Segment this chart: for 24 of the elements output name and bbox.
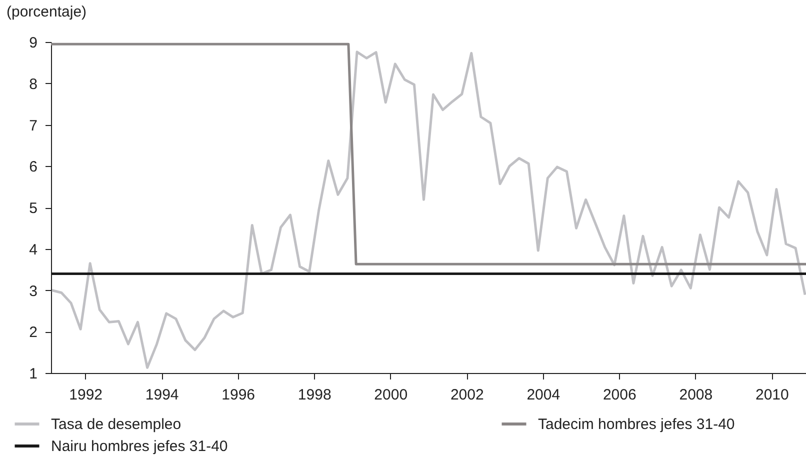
y-tick-label: 6 [29, 158, 38, 176]
x-tick-label: 1998 [298, 386, 332, 404]
legend-label: Nairu hombres jefes 31-40 [51, 438, 228, 455]
x-tick-label: 2010 [755, 386, 789, 404]
legend-label: Tadecim hombres jefes 31-40 [538, 416, 735, 433]
x-tick-label: 2002 [450, 386, 484, 404]
line-series [50, 50, 806, 369]
y-tick-label: 8 [29, 76, 38, 93]
y-tick-label: 7 [29, 117, 38, 134]
x-tick-label: 2004 [526, 386, 560, 404]
y-tick-label: 4 [29, 241, 38, 258]
y-axis-title: (porcentaje) [6, 4, 87, 20]
x-tick-label: 1996 [222, 386, 256, 404]
y-tick-label: 1 [29, 366, 38, 382]
x-tick-label: 1994 [145, 386, 179, 404]
x-tick-label: 1992 [69, 386, 103, 404]
y-tick-label: 5 [29, 200, 38, 217]
y-tick-label: 2 [29, 324, 38, 342]
legend-label: Tasa de desempleo [51, 416, 182, 433]
y-tick-label: 3 [29, 282, 38, 300]
x-tick-label: 2006 [602, 386, 636, 404]
y-tick-label: 9 [29, 34, 38, 52]
x-tick-label: 2000 [374, 386, 408, 404]
x-tick-label: 2008 [679, 386, 713, 404]
